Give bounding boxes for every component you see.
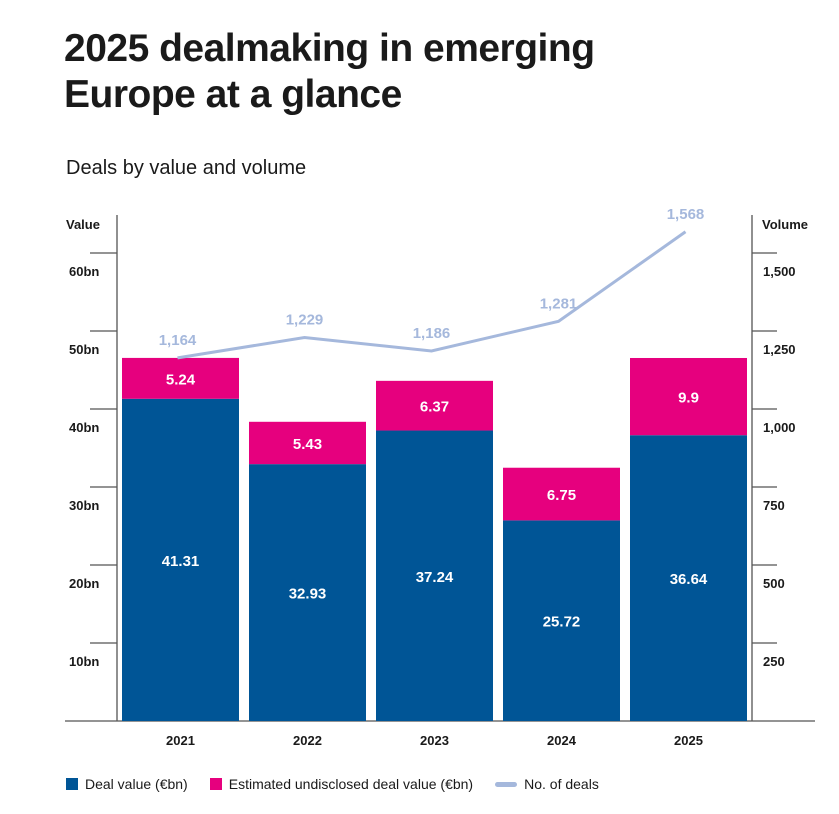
data-label-deal-value: 37.24: [416, 569, 454, 586]
chart-title: 2025 dealmaking in emerging Europe at a …: [64, 27, 595, 116]
data-label-undisclosed: 5.24: [166, 371, 196, 388]
x-tick-label: 2025: [674, 733, 703, 748]
legend-line: [495, 781, 518, 787]
x-tick-label: 2022: [293, 733, 322, 748]
right-tick-label: 1,500: [763, 264, 796, 279]
left-tick-label: 50bn: [69, 342, 99, 357]
right-tick-label: 500: [763, 576, 785, 591]
data-label-deals: 1,281: [540, 295, 578, 312]
left-tick-label: 20bn: [69, 576, 99, 591]
data-label-deal-value: 32.93: [289, 586, 327, 603]
legend-swatch: [209, 778, 222, 790]
chart-subtitle: Deals by value and volume: [66, 157, 307, 179]
data-label-undisclosed: 9.9: [678, 390, 699, 407]
legend-label: No. of deals: [524, 776, 599, 792]
right-axis-title: Volume: [762, 217, 808, 232]
legend-label: Deal value (€bn): [85, 776, 188, 792]
right-tick-label: 250: [763, 654, 785, 669]
legend-item-deals: No. of deals: [495, 776, 599, 792]
right-tick-label: 750: [763, 498, 785, 513]
left-tick-label: 60bn: [69, 264, 99, 279]
left-axis-title: Value: [66, 217, 100, 232]
bar-deal-value: [630, 435, 747, 721]
data-label-undisclosed: 6.75: [547, 487, 576, 504]
bar-deal-value: [122, 398, 239, 721]
left-tick-label: 30bn: [69, 498, 99, 513]
data-label-undisclosed: 6.37: [420, 399, 449, 416]
legend-item-undisclosed: Estimated undisclosed deal value (€bn): [209, 776, 474, 792]
legend-item-deal-value: Deal value (€bn): [66, 776, 188, 792]
bar-undisclosed: [249, 421, 366, 465]
bar-undisclosed: [122, 357, 239, 399]
right-tick-label: 1,250: [763, 342, 796, 357]
left-tick-label: 40bn: [69, 420, 99, 435]
bar-deal-value: [376, 430, 493, 721]
data-label-deals: 1,186: [413, 325, 451, 342]
x-tick-label: 2023: [420, 733, 449, 748]
data-label-deal-value: 36.64: [670, 571, 708, 588]
right-tick-label: 1,000: [763, 420, 796, 435]
bar-deal-value: [249, 464, 366, 721]
x-tick-label: 2021: [166, 733, 195, 748]
data-label-deals: 1,164: [159, 332, 197, 349]
bar-undisclosed: [630, 357, 747, 436]
legend-label: Estimated undisclosed deal value (€bn): [228, 776, 474, 792]
bar-undisclosed: [503, 467, 620, 521]
left-tick-label: 10bn: [69, 654, 99, 669]
legend-swatch: [66, 778, 78, 790]
data-label-deals: 1,568: [667, 206, 705, 223]
data-label-deal-value: 41.31: [162, 553, 200, 570]
bar-undisclosed: [376, 380, 493, 431]
bar-deal-value: [503, 520, 620, 721]
data-label-deals: 1,229: [286, 312, 324, 329]
data-label-deal-value: 25.72: [543, 614, 581, 631]
data-label-undisclosed: 5.43: [293, 436, 322, 453]
legend: Deal value (€bn) Estimated undisclosed d…: [66, 776, 621, 792]
x-tick-label: 2024: [547, 733, 577, 748]
